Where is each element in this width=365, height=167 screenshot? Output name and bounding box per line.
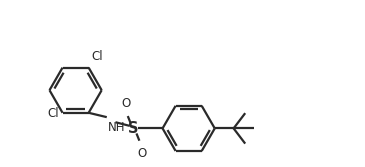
Text: O: O [121,97,130,110]
Text: O: O [137,147,146,160]
Text: S: S [128,121,139,136]
Text: NH: NH [107,121,125,134]
Text: Cl: Cl [47,107,59,120]
Text: Cl: Cl [92,50,103,62]
